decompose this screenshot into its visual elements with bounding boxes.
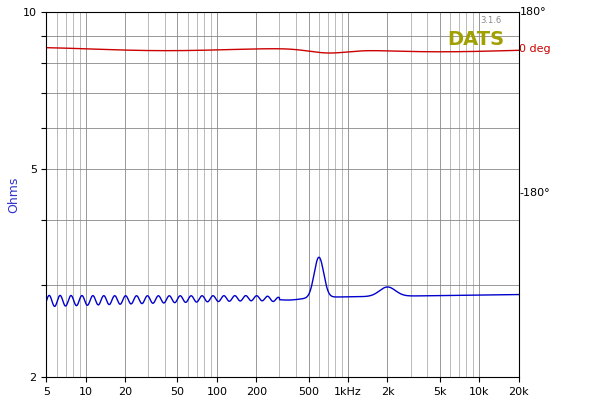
Text: 0 deg: 0 deg — [520, 44, 551, 54]
Text: DATS: DATS — [447, 30, 505, 49]
Y-axis label: Ohms: Ohms — [7, 177, 20, 213]
Text: -180°: -180° — [520, 188, 550, 198]
Text: 180°: 180° — [520, 7, 546, 17]
Text: 3.1.6: 3.1.6 — [481, 16, 502, 25]
